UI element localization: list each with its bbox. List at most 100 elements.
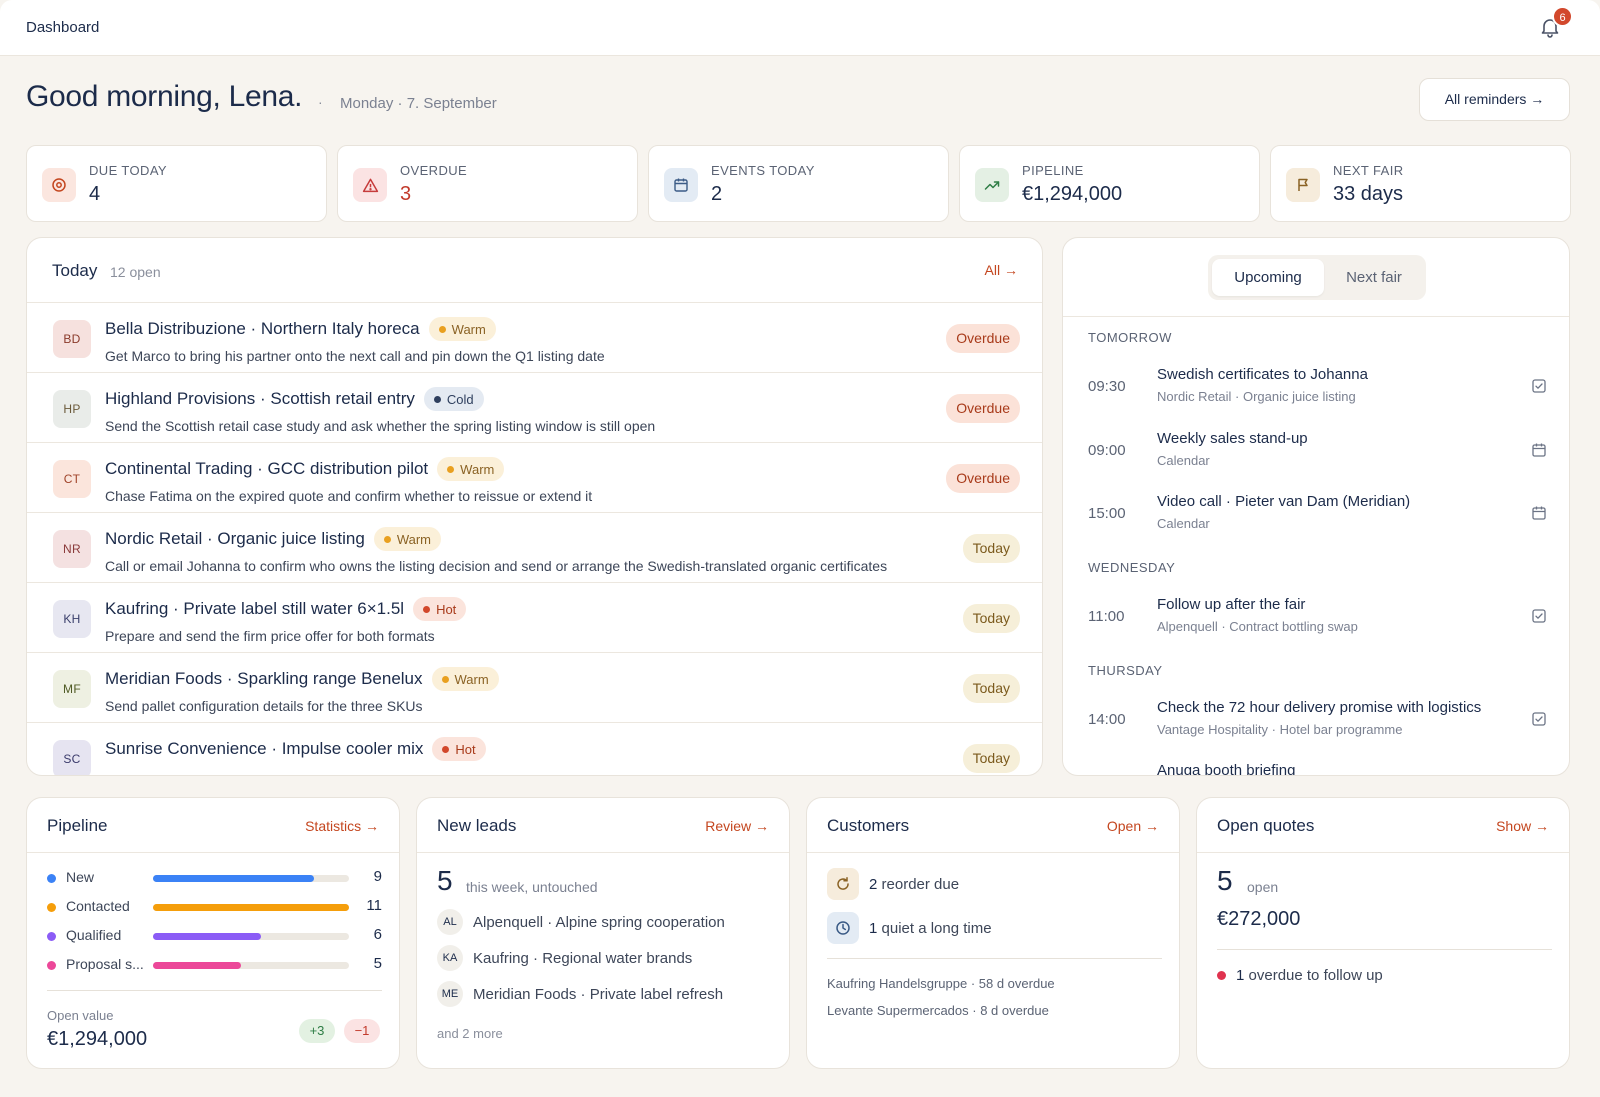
new-leads-count-label: this week, untouched <box>466 879 598 895</box>
customers-header: Customers Open → <box>807 798 1179 853</box>
breadcrumb[interactable]: Dashboard <box>26 19 100 36</box>
statistics-link[interactable]: Statistics → <box>305 818 379 834</box>
calendar-icon[interactable] <box>1531 442 1547 458</box>
checkbox-icon[interactable] <box>1531 774 1547 775</box>
event-row[interactable]: 11:00 Follow up after the fair Alpenquell … <box>1063 592 1569 642</box>
more-leads-link[interactable]: and 2 more <box>437 1026 503 1041</box>
event-row[interactable]: 14:00 Check the 72 hour delivery promise … <box>1063 695 1569 745</box>
quiet-count: 1 <box>869 919 878 937</box>
task-name[interactable]: Highland Provisions · Scottish retail en… <box>105 389 415 408</box>
calendar-icon <box>664 168 698 202</box>
pipeline-stage-row[interactable]: Proposal s... 5 <box>47 955 382 975</box>
pipeline-stage-row[interactable]: New 9 <box>47 868 382 888</box>
today-header: Today 12 open All → <box>27 238 1042 303</box>
event-row[interactable]: 09:00 Weekly sales stand-up Calendar <box>1063 426 1569 476</box>
pipeline-title: Pipeline <box>47 816 108 835</box>
calendar-icon[interactable] <box>1531 505 1547 521</box>
checkbox-icon[interactable] <box>1531 608 1547 624</box>
event-time: 14:00 <box>1088 711 1126 728</box>
clock-icon <box>827 912 859 944</box>
task-name[interactable]: Kaufring · Private label still water 6×1… <box>105 599 405 618</box>
tab-next-fair[interactable]: Next fair <box>1346 269 1402 286</box>
lead-item[interactable]: KA Kaufring · Regional water brands <box>437 945 692 971</box>
task-name[interactable]: Nordic Retail · Organic juice listing <box>105 529 365 548</box>
stage-bar-fill <box>153 875 314 882</box>
kpi-value: 4 <box>89 183 101 205</box>
kpi-due-today[interactable]: DUE TODAY 4 <box>26 145 327 222</box>
tag-label: Hot <box>455 741 476 757</box>
lead-item[interactable]: AL Alpenquell · Alpine spring cooperation <box>437 909 725 935</box>
task-row[interactable]: HP Highland Provisions · Scottish retail … <box>27 373 1042 443</box>
open-customers-link[interactable]: Open → <box>1106 818 1159 834</box>
event-row[interactable]: 15:00 Video call · Pieter van Dam (Meridi… <box>1063 489 1569 539</box>
tag-dot <box>438 325 446 333</box>
checkbox-icon[interactable] <box>1531 378 1547 394</box>
task-row[interactable]: KH Kaufring · Private label still water 6… <box>27 583 1042 653</box>
overdue-customer[interactable]: Levante Supermercados · 8 d overdue <box>827 1003 1049 1018</box>
stage-bar-track <box>153 962 349 969</box>
task-description: Prepare and send the firm price offer fo… <box>105 628 435 644</box>
followup-row[interactable]: 1 overdue to follow up <box>1217 967 1383 984</box>
event-row[interactable]: Anuga booth briefing <box>1063 758 1569 775</box>
task-row[interactable]: CT Continental Trading · GCC distribution… <box>27 443 1042 513</box>
tag-dot <box>441 675 449 683</box>
new-leads-title: New leads <box>437 816 517 835</box>
lead-avatar: AL <box>437 909 463 935</box>
kpi-overdue[interactable]: OVERDUE 3 <box>337 145 638 222</box>
kpi-next-fair[interactable]: NEXT FAIR 33 days <box>1270 145 1571 222</box>
day-heading: TOMORROW <box>1088 330 1172 345</box>
temperature-tag: Hot <box>413 597 467 621</box>
task-name[interactable]: Sunrise Convenience · Impulse cooler mix <box>105 739 424 758</box>
kpi-events-today[interactable]: EVENTS TODAY 2 <box>648 145 949 222</box>
open-quotes-title: Open quotes <box>1217 816 1315 835</box>
pipeline-stage-row[interactable]: Qualified 6 <box>47 926 382 946</box>
event-row[interactable]: 09:30 Swedish certificates to Johanna Nord… <box>1063 362 1569 412</box>
temperature-tag: Cold <box>423 387 484 411</box>
avatar: MF <box>53 670 91 708</box>
temperature-tag: Warm <box>431 667 499 691</box>
checkbox-icon[interactable] <box>1531 711 1547 727</box>
tab-upcoming[interactable]: Upcoming <box>1212 259 1324 296</box>
delta-down-badge: −1 <box>344 1019 380 1043</box>
reorder-label: reorder due <box>881 875 960 893</box>
task-title-line: Kaufring · Private label still water 6×1… <box>105 597 467 621</box>
status-badge: Today <box>962 744 1020 773</box>
kpi-pipeline[interactable]: PIPELINE €1,294,000 <box>959 145 1260 222</box>
reorder-due-row[interactable]: 2 reorder due <box>827 868 959 900</box>
lead-avatar: ME <box>437 981 463 1007</box>
task-name[interactable]: Meridian Foods · Sparkling range Benelux <box>105 669 423 688</box>
task-title-line: Sunrise Convenience · Impulse cooler mix… <box>105 737 486 761</box>
lead-name: Alpenquell · Alpine spring cooperation <box>473 913 725 931</box>
overdue-customer[interactable]: Kaufring Handelsgruppe · 58 d overdue <box>827 976 1055 991</box>
task-row[interactable]: BD Bella Distribuzione · Northern Italy h… <box>27 303 1042 373</box>
open-value-label: Open value <box>47 1008 114 1023</box>
task-description: Send the Scottish retail case study and … <box>105 418 656 434</box>
review-link[interactable]: Review → <box>705 818 769 834</box>
stage-count: 6 <box>373 926 382 943</box>
lead-item[interactable]: ME Meridian Foods · Private label refresh <box>437 981 723 1007</box>
task-name[interactable]: Bella Distribuzione · Northern Italy hor… <box>105 319 420 338</box>
quotes-count: 5 <box>1217 865 1233 896</box>
divider <box>827 958 1162 959</box>
kpi-label: DUE TODAY <box>89 163 168 178</box>
tag-dot <box>383 535 391 543</box>
upcoming-tabs: Upcoming Next fair <box>1208 255 1426 300</box>
notification-badge: 6 <box>1552 6 1573 27</box>
avatar: BD <box>53 320 91 358</box>
event-time: 15:00 <box>1088 505 1126 522</box>
quiet-customers-row[interactable]: 1 quiet a long time <box>827 912 992 944</box>
task-title-line: Highland Provisions · Scottish retail en… <box>105 387 484 411</box>
pipeline-stage-row[interactable]: Contacted 11 <box>47 897 382 917</box>
event-time: 11:00 <box>1088 608 1125 625</box>
quiet-label: quiet a long time <box>881 919 992 937</box>
event-subtitle: Alpenquell · Contract bottling swap <box>1157 619 1358 634</box>
show-quotes-link[interactable]: Show → <box>1496 818 1549 834</box>
avatar: KH <box>53 600 91 638</box>
today-all-link[interactable]: All → <box>984 262 1018 278</box>
open-quotes-card: Open quotes Show → 5 open €272,000 1 ove… <box>1196 797 1570 1069</box>
task-row[interactable]: MF Meridian Foods · Sparkling range Benel… <box>27 653 1042 723</box>
task-row[interactable]: NR Nordic Retail · Organic juice listing W… <box>27 513 1042 583</box>
task-name[interactable]: Continental Trading · GCC distribution p… <box>105 459 429 478</box>
all-reminders-button[interactable]: All reminders → <box>1419 78 1570 121</box>
task-row[interactable]: SC Sunrise Convenience · Impulse cooler m… <box>27 723 1042 775</box>
